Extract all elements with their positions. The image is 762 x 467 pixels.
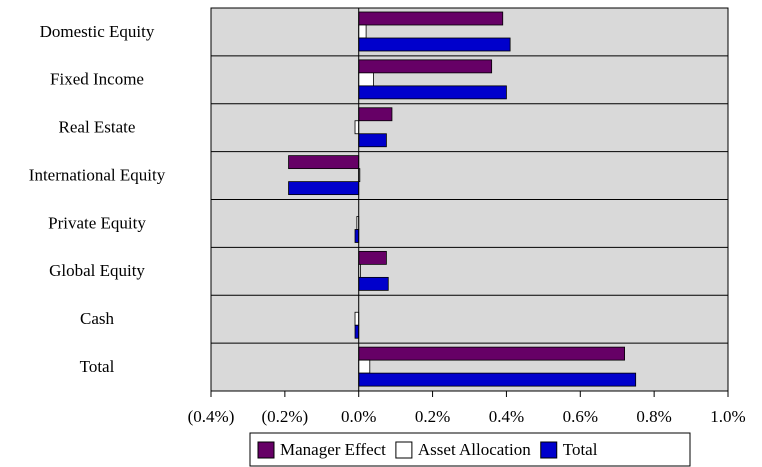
bar	[354, 311, 360, 326]
x-tick-label: (0.4%)	[188, 407, 235, 426]
legend-label: Total	[563, 440, 598, 459]
legend-label: Manager Effect	[280, 440, 386, 459]
y-tick-label: Cash	[80, 309, 115, 328]
bar	[358, 24, 367, 39]
legend-swatch	[540, 441, 558, 459]
y-tick-label: Fixed Income	[50, 70, 144, 89]
legend-label: Asset Allocation	[418, 440, 531, 459]
legend-swatch	[395, 441, 413, 459]
bar	[354, 229, 360, 243]
y-tick-label: Real Estate	[59, 118, 136, 137]
x-tick-label: 0.6%	[563, 407, 598, 426]
bar	[288, 155, 360, 170]
bar	[358, 85, 507, 100]
legend-swatch	[257, 441, 275, 459]
x-tick-label: 0.0%	[341, 407, 376, 426]
bar	[358, 133, 387, 148]
bar	[354, 120, 360, 135]
y-tick-label: Global Equity	[49, 261, 145, 280]
bar	[358, 359, 371, 374]
y-tick-label: International Equity	[29, 165, 166, 184]
y-tick-label: Private Equity	[48, 213, 146, 232]
x-tick-label: 1.0%	[710, 407, 745, 426]
bar	[358, 250, 387, 265]
bar	[358, 346, 626, 361]
bar	[358, 11, 504, 26]
legend	[249, 432, 691, 467]
bar	[358, 59, 493, 74]
bar	[358, 276, 389, 291]
x-tick-label: 0.2%	[415, 407, 450, 426]
x-tick-label: 0.4%	[489, 407, 524, 426]
bar	[358, 372, 637, 387]
bar	[358, 107, 393, 122]
bar	[358, 37, 511, 52]
bar	[288, 181, 360, 196]
x-tick-label: 0.8%	[636, 407, 671, 426]
bar	[358, 72, 374, 87]
y-tick-label: Domestic Equity	[40, 22, 155, 41]
x-tick-label: (0.2%)	[261, 407, 308, 426]
y-tick-label: Total	[80, 357, 115, 376]
bar	[354, 324, 360, 339]
